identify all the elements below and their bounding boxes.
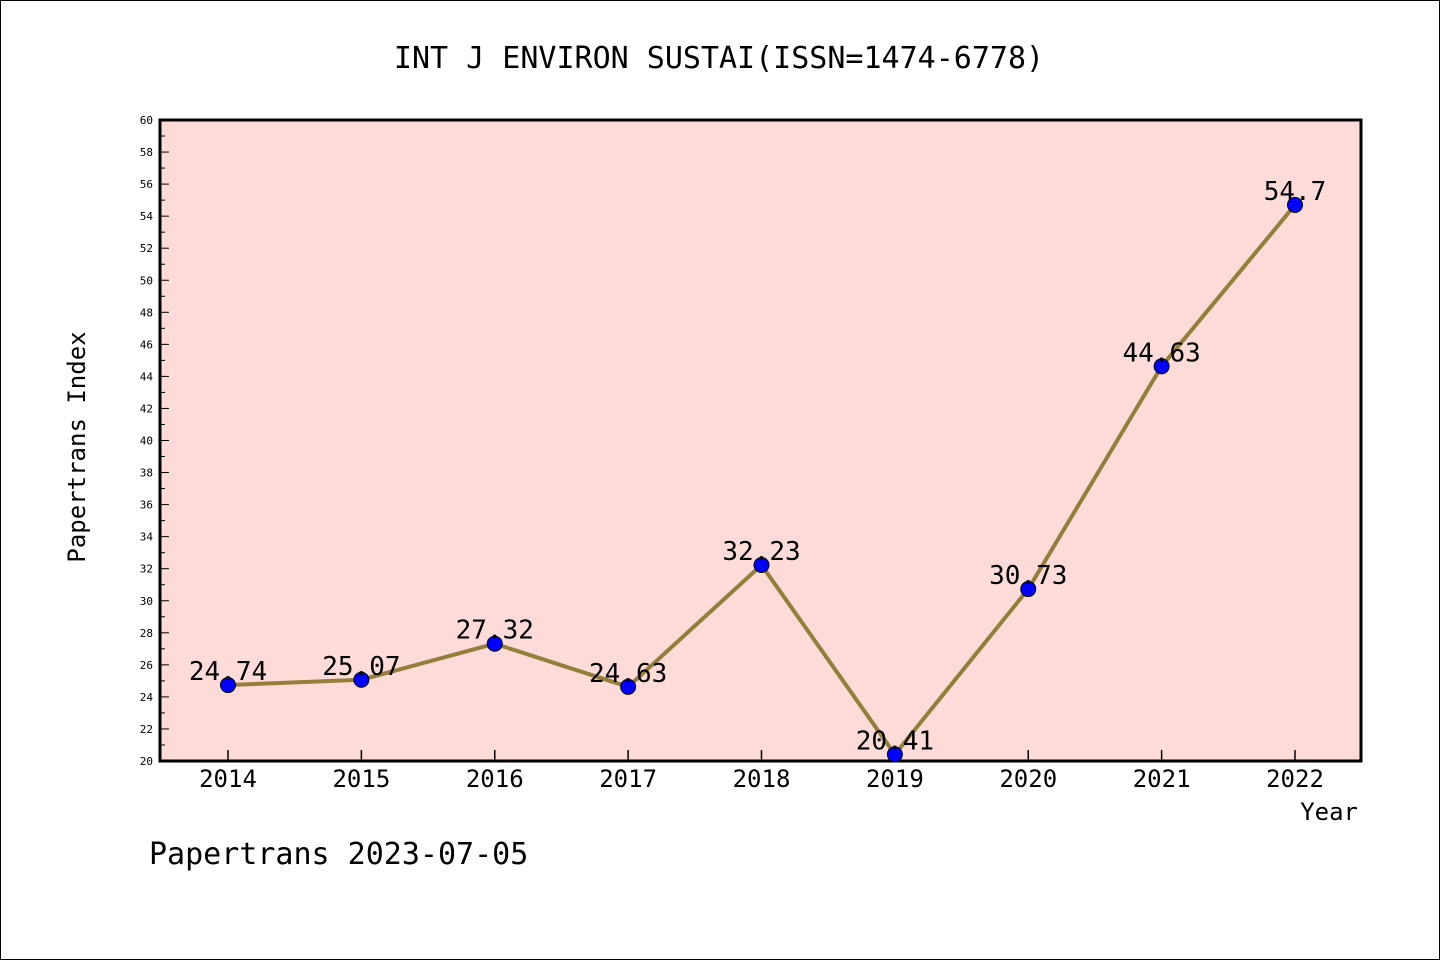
- data-point: [620, 678, 637, 695]
- data-point: [486, 635, 503, 652]
- y-tick-label: 22: [140, 723, 153, 736]
- data-label: 27.32: [456, 616, 534, 646]
- y-tick-label: 54: [140, 210, 154, 223]
- y-tick-label: 48: [140, 306, 153, 319]
- data-label: 20.41: [856, 726, 934, 756]
- data-point: [886, 746, 903, 763]
- y-tick-label: 24: [140, 691, 154, 704]
- x-tick-label: 2020: [999, 765, 1057, 793]
- data-label: 25.07: [322, 652, 400, 682]
- data-label: 30.73: [989, 561, 1067, 591]
- series-layer: 24.74 25.07 27.32 24.63 32.23 20.41 30.73 44.63…: [189, 177, 1327, 763]
- data-label: 24.63: [589, 659, 667, 689]
- data-label: 44.63: [1122, 338, 1200, 368]
- plot-area: [158, 118, 1363, 763]
- chart-title: INT J ENVIRON SUSTAI(ISSN=1474-6778): [394, 41, 1044, 76]
- x-tick-label: 2022: [1266, 765, 1324, 793]
- data-point: [1020, 581, 1037, 598]
- y-tick-label: 32: [140, 563, 153, 576]
- x-tick-label: 2021: [1133, 765, 1191, 793]
- y-tick-label: 40: [140, 435, 153, 448]
- footer-date-text: Papertrans 2023-07-05: [149, 837, 528, 872]
- y-tick-label: 36: [140, 499, 153, 512]
- y-tick-label: 52: [140, 242, 153, 255]
- x-tick-label: 2014: [199, 765, 257, 793]
- y-tick-label: 56: [140, 178, 153, 191]
- y-tick-label: 38: [140, 467, 153, 480]
- y-axis-title: Papertrans Index: [63, 331, 91, 562]
- data-point: [753, 557, 770, 574]
- data-point: [353, 671, 370, 688]
- data-point: [1287, 196, 1303, 213]
- y-tick-label: 28: [140, 627, 153, 640]
- x-tick-label: 2016: [466, 765, 524, 793]
- data-point: [1153, 358, 1170, 375]
- y-tick-label: 46: [140, 338, 153, 351]
- data-point: [220, 677, 236, 694]
- data-label: 32.23: [722, 537, 800, 567]
- y-tick-label: 20: [140, 755, 153, 768]
- x-axis-title: Year: [1300, 798, 1358, 826]
- data-label: 24.74: [189, 657, 267, 687]
- x-tick-label: 2015: [332, 765, 390, 793]
- y-tick-label: 34: [140, 531, 154, 544]
- x-axis: 2014 2015 2016 2017 2018 2019 2020 2021 2022: [199, 750, 1324, 793]
- y-tick-label: 42: [140, 402, 153, 415]
- y-tick-label: 30: [140, 595, 153, 608]
- y-tick-label: 58: [140, 146, 153, 159]
- x-tick-label: 2018: [733, 765, 791, 793]
- y-tick-label: 44: [140, 370, 154, 383]
- y-tick-label: 60: [140, 114, 153, 127]
- y-tick-label: 26: [140, 659, 153, 672]
- data-label: 54.7: [1264, 177, 1327, 207]
- x-tick-label: 2019: [866, 765, 924, 793]
- x-tick-label: 2017: [599, 765, 657, 793]
- y-axis: 20 22 24 26 28 30 32 34 36 38 40 42 44 46 48 50 52 54 56 58…: [140, 114, 169, 768]
- y-tick-label: 50: [140, 274, 153, 287]
